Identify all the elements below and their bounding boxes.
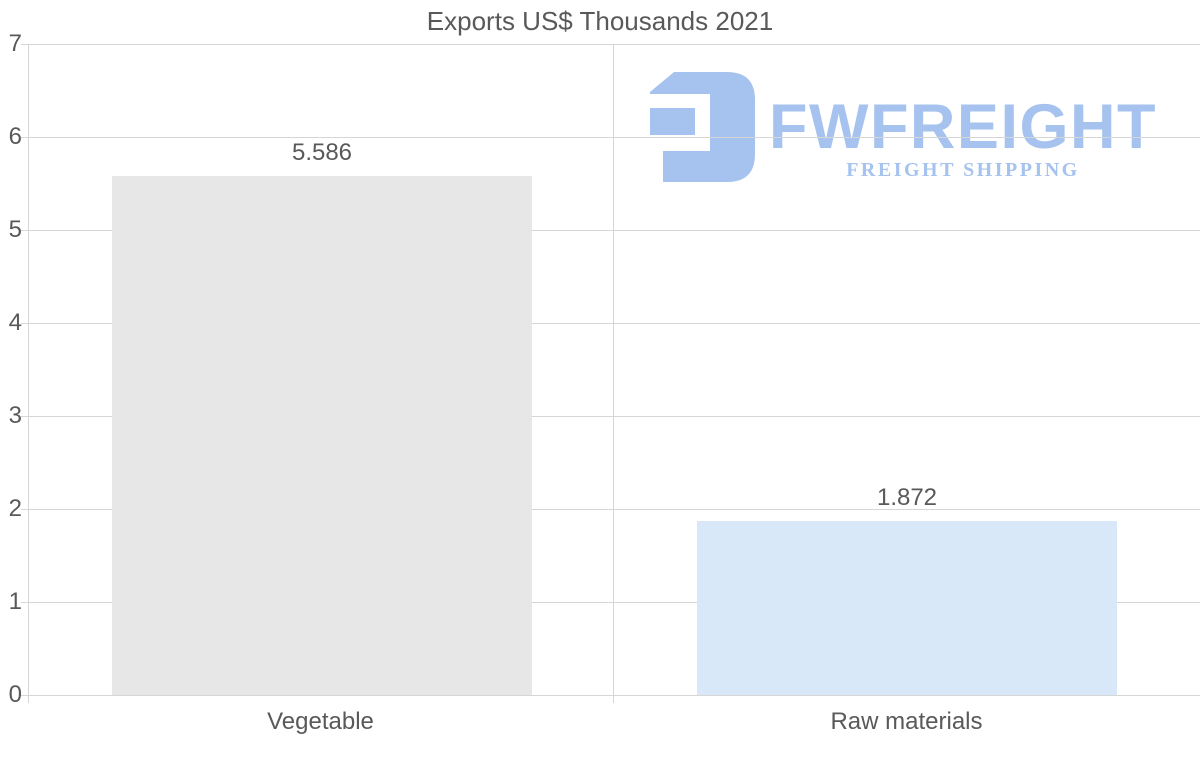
y-tick-label: 0	[8, 681, 22, 708]
y-tick-label: 5	[8, 216, 22, 243]
gridline	[28, 323, 1200, 324]
category-separator-line	[613, 44, 614, 703]
logo: FWFREIGHT FREIGHT SHIPPING	[650, 72, 1157, 182]
y-tick-label: 3	[8, 402, 22, 429]
y-tick-mark	[21, 509, 28, 510]
y-tick-mark	[21, 695, 28, 696]
y-tick-label: 1	[8, 588, 22, 615]
bar-raw-materials	[697, 520, 1117, 695]
logo-tagline-text: FREIGHT SHIPPING	[846, 159, 1080, 181]
y-tick-mark	[21, 323, 28, 324]
category-label-raw-materials: Raw materials	[830, 708, 983, 735]
y-tick-label: 2	[8, 495, 22, 522]
y-axis-line	[28, 44, 29, 703]
chart-title: Exports US$ Thousands 2021	[426, 6, 774, 36]
y-tick-mark	[21, 416, 28, 417]
fwfreight-logo-icon	[650, 72, 755, 182]
gridline	[28, 137, 1200, 138]
y-tick-label: 6	[8, 123, 22, 150]
value-label-vegetable: 5.586	[291, 138, 353, 166]
logo-text: FWFREIGHT FREIGHT SHIPPING	[769, 72, 1157, 182]
y-tick-mark	[21, 602, 28, 603]
y-tick-mark	[21, 230, 28, 231]
gridline	[28, 695, 1200, 696]
gridline	[28, 509, 1200, 510]
logo-brand-text: FWFREIGHT	[769, 92, 1157, 162]
gridline	[28, 416, 1200, 417]
category-label-vegetable: Vegetable	[267, 708, 374, 735]
gridline	[28, 230, 1200, 231]
gridline	[28, 602, 1200, 603]
bar-vegetable	[112, 175, 532, 695]
y-tick-mark	[21, 137, 28, 138]
y-tick-label: 7	[8, 30, 22, 57]
y-tick-mark	[21, 44, 28, 45]
value-label-raw-materials: 1.872	[876, 483, 938, 511]
gridline	[28, 44, 1200, 45]
y-tick-label: 4	[8, 309, 22, 336]
